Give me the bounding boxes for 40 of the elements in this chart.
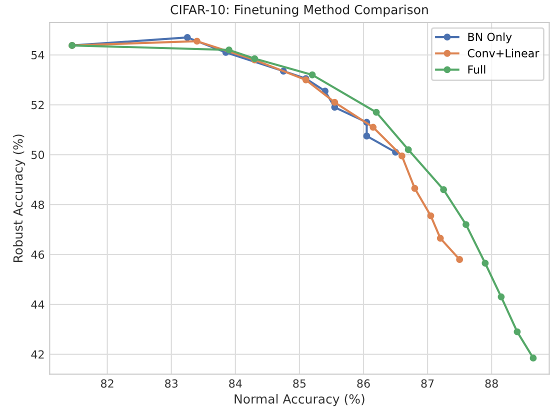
x-tick-label: 83 xyxy=(165,379,178,388)
legend-label: Conv+Linear xyxy=(468,48,540,58)
chart-title: CIFAR-10: Finetuning Method Comparison xyxy=(170,4,428,17)
point xyxy=(404,146,412,154)
point xyxy=(308,71,316,78)
point xyxy=(363,132,370,140)
point xyxy=(456,256,464,263)
point xyxy=(411,184,418,192)
legend-label: BN Only xyxy=(468,32,512,44)
y-tick-label: 50 xyxy=(32,150,44,160)
point xyxy=(514,328,521,336)
x-tick-label: 88 xyxy=(485,379,498,388)
point xyxy=(436,234,444,242)
x-tick-label: 87 xyxy=(421,379,434,388)
y-tick-label: 42 xyxy=(31,350,44,358)
point xyxy=(462,221,470,228)
point xyxy=(226,46,232,54)
point xyxy=(398,152,406,160)
x-tick-label: 82 xyxy=(101,379,114,388)
x-axis-title: Normal Accuracy (%) xyxy=(234,394,364,406)
point xyxy=(372,108,380,116)
point xyxy=(427,212,434,220)
point xyxy=(482,260,489,267)
point xyxy=(331,98,338,106)
point xyxy=(498,293,505,300)
y-tick-label: 54 xyxy=(32,51,44,60)
y-axis-title: Robust Accuracy (%) xyxy=(13,134,26,262)
point xyxy=(370,124,377,131)
x-tick-label: 86 xyxy=(357,379,370,388)
y-tick-label: 52 xyxy=(32,100,44,110)
point xyxy=(530,354,537,362)
y-tick-label: 48 xyxy=(31,200,44,209)
point xyxy=(184,34,191,41)
legend-label: Full xyxy=(468,65,486,74)
x-tick-label: 84 xyxy=(229,379,242,388)
y-tick-label: 46 xyxy=(31,250,44,259)
x-tick-label: 85 xyxy=(293,379,306,388)
point xyxy=(440,186,448,194)
y-tick-label: 44 xyxy=(31,300,44,309)
point xyxy=(194,38,200,45)
